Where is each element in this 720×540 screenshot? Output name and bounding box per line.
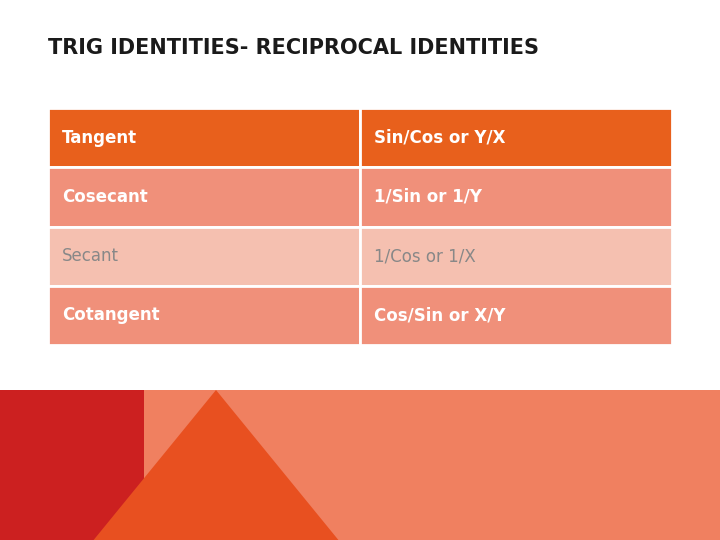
Bar (360, 286, 672, 345)
Text: Tangent: Tangent (62, 129, 137, 147)
Text: Cotangent: Cotangent (62, 306, 160, 325)
Bar (48, 167, 360, 226)
Bar (0, 390, 144, 540)
Bar (360, 167, 672, 226)
Bar (48, 226, 360, 286)
Bar (48, 286, 360, 345)
Text: Sin/Cos or Y/X: Sin/Cos or Y/X (374, 129, 505, 147)
Bar (48, 108, 360, 167)
Bar (360, 108, 672, 167)
Text: 1/Cos or 1/X: 1/Cos or 1/X (374, 247, 476, 265)
Text: Cosecant: Cosecant (62, 188, 148, 206)
Text: 1/Sin or 1/Y: 1/Sin or 1/Y (374, 188, 482, 206)
Bar (360, 226, 672, 286)
Polygon shape (94, 390, 338, 540)
Bar (0, 390, 720, 540)
Text: TRIG IDENTITIES- RECIPROCAL IDENTITIES: TRIG IDENTITIES- RECIPROCAL IDENTITIES (48, 38, 539, 58)
Text: Cos/Sin or X/Y: Cos/Sin or X/Y (374, 306, 505, 325)
Text: Secant: Secant (62, 247, 119, 265)
